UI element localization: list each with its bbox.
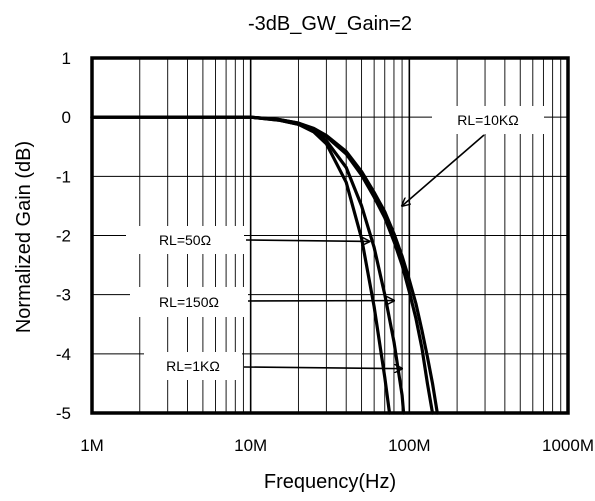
annotation-layer: RL=10KΩ RL=50Ω RL=150Ω RL=1KΩ: [126, 106, 544, 380]
annotation-arrow: [402, 135, 484, 206]
annotation-label: RL=1KΩ: [166, 358, 220, 374]
annotation-label: RL=50Ω: [159, 232, 211, 248]
x-tick-label: 100M: [388, 436, 431, 455]
y-axis-label: Normalized Gain (dB): [13, 141, 35, 333]
annotation-label: RL=150Ω: [159, 294, 219, 310]
x-axis-label: Frequency(Hz): [264, 471, 396, 493]
y-tick-label: -1: [56, 167, 71, 186]
y-tick-label: 0: [62, 108, 71, 127]
annotation-arrow: [246, 240, 369, 241]
y-tick-label: -4: [56, 345, 71, 364]
annotation-label: RL=10KΩ: [457, 112, 518, 128]
y-tick-label: 1: [62, 49, 71, 68]
chart-title: -3dB_GW_Gain=2: [248, 13, 412, 35]
x-tick-label: 1000M: [542, 436, 594, 455]
y-tick-label: -5: [56, 404, 71, 423]
y-tick-label: -3: [56, 286, 71, 305]
annotation-arrow: [244, 367, 402, 369]
x-tick-label: 10M: [234, 436, 267, 455]
y-tick-label: -2: [56, 227, 71, 246]
x-tick-label: 1M: [80, 436, 104, 455]
